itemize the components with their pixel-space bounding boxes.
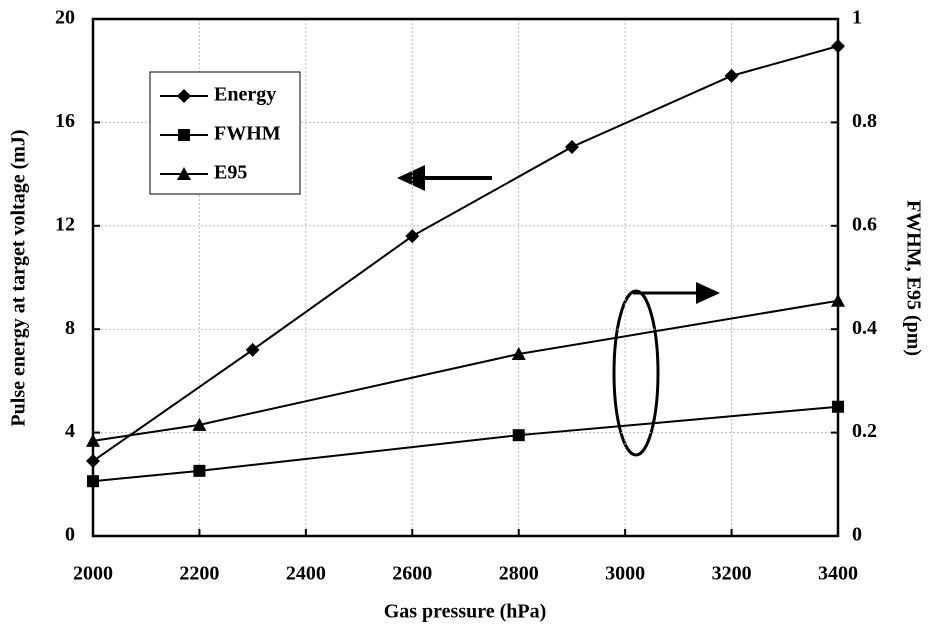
legend-label: Energy: [214, 84, 276, 106]
x-tick-label: 2600: [392, 563, 432, 585]
y-tick-label: 0: [65, 524, 75, 546]
x-tick-label: 2200: [179, 563, 219, 585]
marker: [724, 68, 739, 83]
marker: [177, 167, 191, 180]
marker: [86, 454, 100, 469]
x-tick-label: 2400: [286, 563, 326, 585]
legend-label: FWHM: [214, 123, 281, 145]
series-line: [92, 405, 839, 483]
marker: [245, 342, 260, 357]
marker: [831, 39, 845, 54]
marker: [564, 139, 579, 154]
legend-box: [149, 71, 301, 195]
marker: [831, 293, 845, 307]
series-line: [92, 45, 839, 462]
marker: [512, 429, 525, 442]
x-axis-title: Gas pressure (hPa): [384, 601, 547, 623]
y2-axis-title: FWHM, E95 (pm): [902, 200, 924, 356]
x-tick-label: 3400: [818, 563, 858, 585]
y2-tick-label: 0.2: [852, 420, 877, 442]
marker: [832, 400, 844, 413]
marker: [192, 417, 207, 431]
marker: [193, 464, 206, 477]
marker: [86, 433, 100, 447]
marker: [405, 229, 420, 244]
annotation: [397, 165, 720, 457]
y-tick-label: 20: [55, 7, 75, 29]
y-tick-label: 4: [65, 420, 75, 442]
x-tick-label: 2000: [73, 563, 113, 585]
marker: [87, 475, 99, 488]
marker: [178, 129, 190, 141]
marker: [177, 89, 191, 103]
plot-frame: [91, 17, 840, 538]
y2-tick-label: 0.6: [852, 213, 877, 235]
y-tick-label: 8: [65, 317, 75, 339]
y2-tick-label: 0: [852, 524, 862, 546]
series-line: [92, 299, 839, 442]
x-tick-label: 3200: [712, 563, 752, 585]
x-tick-label: 3000: [605, 563, 645, 585]
y-tick-label: 16: [55, 110, 75, 132]
legend-label: E95: [214, 162, 247, 184]
y-axis-title: Pulse energy at target voltage (mJ): [8, 129, 30, 426]
y-tick-label: 12: [55, 213, 75, 235]
marker: [511, 347, 526, 361]
y2-tick-label: 1: [852, 7, 862, 29]
x-tick-label: 2800: [499, 563, 539, 585]
y2-tick-label: 0.8: [852, 110, 877, 132]
y2-tick-label: 0.4: [852, 317, 877, 339]
